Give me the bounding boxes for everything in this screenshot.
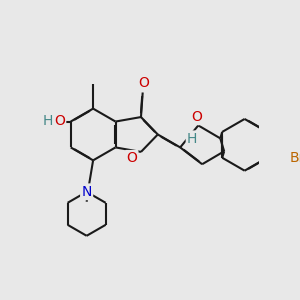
Text: O: O xyxy=(138,76,149,90)
Text: N: N xyxy=(82,185,92,199)
Text: O: O xyxy=(191,110,202,124)
Text: H: H xyxy=(187,132,197,146)
Text: O: O xyxy=(54,114,65,128)
Text: Br: Br xyxy=(290,151,300,165)
Text: H: H xyxy=(42,114,52,128)
Text: O: O xyxy=(126,151,137,165)
